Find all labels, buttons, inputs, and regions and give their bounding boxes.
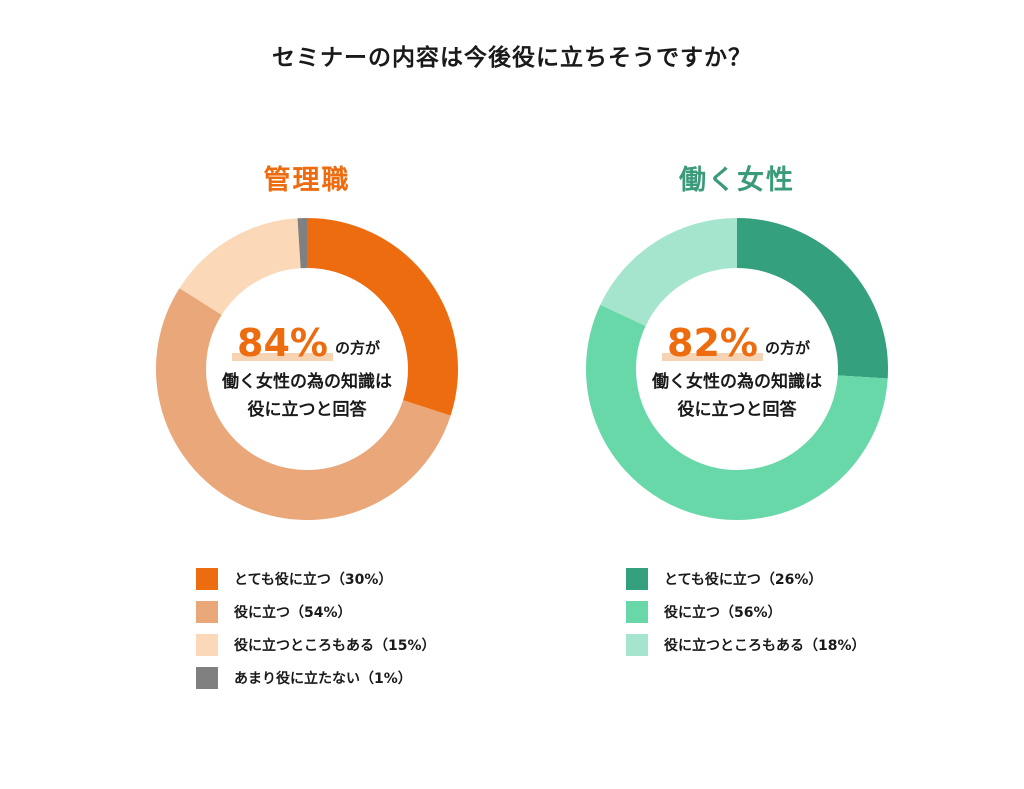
donut-chart-managers xyxy=(156,218,458,520)
center-text-line-1: 働く女性の為の知識は xyxy=(652,372,822,392)
legend-item: とても役に立つ（30%） xyxy=(196,562,436,595)
legend-label: 役に立つ（56%） xyxy=(664,604,782,621)
legend-swatch xyxy=(196,666,218,689)
donut-chart-working-women xyxy=(586,218,888,520)
center-text-line-2: 役に立つと回答 xyxy=(247,400,367,420)
legend-label: とても役に立つ（30%） xyxy=(234,571,393,588)
legend-item: 役に立つ（54%） xyxy=(196,595,436,628)
legend-swatch xyxy=(626,633,648,656)
donut-slice-3 xyxy=(600,218,738,327)
center-label-managers: 84% の方が 働く女性の為の知識は 役に立つと回答 xyxy=(187,318,427,424)
legend-item: 役に立つところもある（15%） xyxy=(196,628,436,661)
legend-label: あまり役に立たない（1%） xyxy=(234,670,412,687)
legend-item: とても役に立つ（26%） xyxy=(626,562,866,595)
highlight-tail: の方が xyxy=(764,339,810,357)
donut-slice-1 xyxy=(736,218,888,379)
legend-label: 役に立つところもある（18%） xyxy=(664,637,866,654)
legend-label: 役に立つところもある（15%） xyxy=(234,637,436,654)
chart-title: セミナーの内容は今後役に立ちそうですか？ xyxy=(272,45,752,71)
donut-slice-2 xyxy=(586,304,888,520)
donut-slice-3 xyxy=(179,218,302,316)
legend-label: とても役に立つ（26%） xyxy=(664,571,823,588)
center-text-line-1: 働く女性の為の知識は xyxy=(222,372,392,392)
legend-managers: とても役に立つ（30%） 役に立つ（54%） 役に立つところもある（15%） あまり役… xyxy=(196,562,436,694)
donut-slice-1 xyxy=(306,218,458,416)
highlight-percent: 82% xyxy=(662,322,763,364)
donut-slice-2 xyxy=(156,288,451,520)
highlight-tail: の方が xyxy=(334,339,380,357)
panel-title-managers: 管理職 xyxy=(263,165,351,196)
legend-item: あまり役に立たない（1%） xyxy=(196,661,436,694)
legend-item: 役に立つところもある（18%） xyxy=(626,628,866,661)
legend-swatch xyxy=(196,567,218,590)
panel-title-working-women: 働く女性 xyxy=(679,165,795,196)
highlight-percent: 84% xyxy=(232,322,333,364)
legend-swatch xyxy=(196,600,218,623)
legend-working-women: とても役に立つ（26%） 役に立つ（56%） 役に立つところもある（18%） xyxy=(626,562,866,661)
legend-label: 役に立つ（54%） xyxy=(234,604,352,621)
legend-swatch xyxy=(196,633,218,656)
center-label-working-women: 82% の方が 働く女性の為の知識は 役に立つと回答 xyxy=(617,318,857,424)
center-text-line-2: 役に立つと回答 xyxy=(677,400,797,420)
legend-swatch xyxy=(626,567,648,590)
legend-swatch xyxy=(626,600,648,623)
legend-item: 役に立つ（56%） xyxy=(626,595,866,628)
